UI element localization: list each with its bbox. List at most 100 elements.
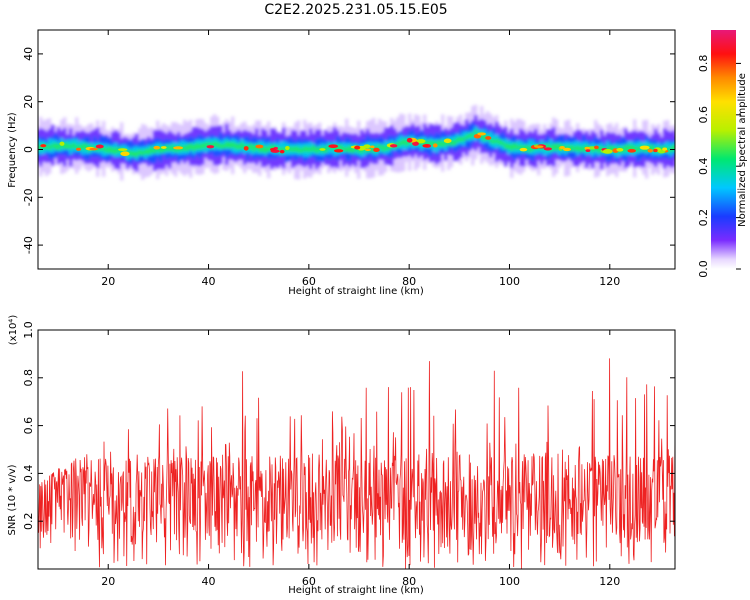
heatmap-cell	[303, 146, 307, 152]
heatmap-cell	[168, 146, 172, 152]
heatmap-cell	[57, 143, 61, 151]
heatmap-hotspot	[432, 143, 438, 148]
heatmap-cell	[609, 145, 613, 153]
x-tick-label: 100	[499, 275, 520, 288]
heatmap-cell	[624, 144, 628, 152]
heatmap-cell	[348, 145, 352, 153]
heatmap-cell	[183, 145, 187, 151]
heatmap-cell	[495, 138, 499, 144]
heatmap-cell	[138, 149, 142, 155]
heatmap-cell	[357, 148, 361, 154]
snr-series-line	[38, 358, 675, 569]
heatmap-cell	[78, 144, 82, 151]
snr-y-ticks: 0.2 0.4 0.6 0.8 1.0	[22, 321, 675, 530]
heatmap-cell	[627, 144, 631, 152]
heatmap-cell	[225, 141, 229, 148]
heatmap-cell	[339, 144, 343, 151]
heatmap-cell	[591, 147, 595, 153]
heatmap-cell	[270, 144, 274, 151]
heatmap-cell	[426, 140, 430, 147]
colorbar	[711, 30, 736, 269]
heatmap-cell	[147, 148, 151, 155]
heatmap-hotspot	[285, 145, 290, 151]
heatmap-cell	[288, 146, 292, 152]
heatmap-hotspot	[120, 151, 130, 157]
heatmap-hotspot	[662, 147, 668, 151]
heatmap-cell	[675, 146, 678, 150]
snr-y-label: SNR (10 * v/v)	[7, 464, 18, 535]
heatmap-cell	[237, 144, 241, 150]
heatmap-cell	[204, 142, 208, 149]
y-tick-label: 0	[22, 146, 35, 153]
heatmap-cell	[102, 146, 106, 152]
y-tick-label: 0.8	[22, 369, 35, 387]
page-title: C2E2.2025.231.05.15.E05	[264, 2, 448, 18]
heatmap-hotspot	[639, 145, 650, 150]
heatmap-cell	[474, 129, 478, 135]
heatmap-hotspot	[602, 148, 613, 154]
heatmap-cell	[39, 145, 43, 150]
heatmap-cell	[558, 143, 562, 150]
heatmap-hotspot	[389, 144, 398, 148]
y-tick-label: 0.4	[22, 465, 35, 483]
heatmap-cell	[573, 146, 577, 151]
heatmap-cell	[342, 146, 346, 152]
y-tick-label: 20	[22, 95, 35, 109]
heatmap-cell	[258, 146, 262, 153]
heatmap-cell	[402, 138, 406, 145]
heatmap-cell	[48, 145, 52, 151]
heatmap-cell	[501, 141, 505, 146]
heatmap-cell	[51, 143, 55, 148]
snr-x-label: Height of straight line (km)	[288, 585, 424, 596]
heatmap-cell	[249, 142, 253, 150]
colorbar-ticks: 0.0 0.2 0.4 0.6 0.8	[697, 55, 741, 278]
x-tick-label: 120	[599, 575, 620, 588]
heatmap-cell	[45, 144, 49, 149]
heatmap-cell	[162, 145, 166, 153]
heatmap-cell	[468, 133, 472, 139]
heatmap-hotspot	[206, 145, 215, 149]
heatmap-cell	[72, 142, 76, 149]
heatmap-cell	[114, 147, 118, 155]
heatmap-cell	[282, 147, 286, 153]
heatmap-cell	[264, 146, 268, 153]
heatmap-cell	[252, 144, 256, 152]
heatmap-cell	[336, 145, 340, 153]
heatmap-cell	[675, 141, 678, 152]
heatmap-hotspot	[76, 147, 82, 151]
heatmap-cell	[120, 148, 124, 154]
heatmap-hotspot	[153, 145, 161, 150]
heatmap-cell	[159, 146, 163, 154]
heatmap-hotspot	[59, 141, 65, 146]
heatmap-cell	[213, 141, 217, 147]
spectrogram-heatmap	[38, 104, 678, 181]
heatmap-hotspot	[364, 148, 371, 151]
heatmap-cell	[675, 136, 678, 160]
heatmap-cell	[81, 143, 85, 150]
heatmap-cell	[360, 147, 364, 154]
heatmap-hotspot	[616, 147, 624, 152]
heatmap-hotspot	[40, 144, 47, 148]
heatmap-cell	[429, 140, 433, 146]
heatmap-hotspot	[319, 148, 326, 151]
heatmap-cell	[345, 147, 349, 153]
heatmap-y-label: Frequency (Hz)	[7, 112, 18, 188]
heatmap-cell	[504, 143, 508, 150]
heatmap-cell	[582, 146, 586, 152]
heatmap-hotspot	[416, 139, 426, 144]
heatmap-cell	[201, 142, 205, 149]
heatmap-cell	[675, 140, 678, 154]
heatmap-cell	[84, 142, 88, 150]
heatmap-cell	[528, 145, 532, 153]
heatmap-cell	[132, 151, 136, 157]
heatmap-cell	[489, 138, 493, 144]
heatmap-cell	[312, 145, 316, 152]
heatmap-hotspot	[594, 145, 599, 150]
x-tick-label: 40	[202, 575, 216, 588]
heatmap-cell	[369, 146, 373, 152]
x-tick-label: 20	[101, 275, 115, 288]
heatmap-cell	[351, 147, 355, 154]
heatmap-cell	[153, 148, 157, 154]
heatmap-cell	[75, 144, 79, 150]
